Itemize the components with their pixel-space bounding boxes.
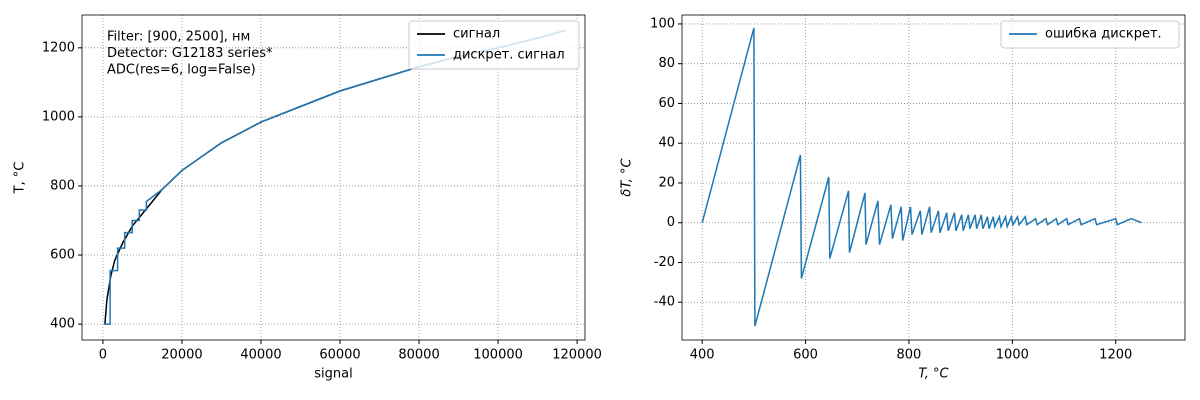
y-tick-label: -40 bbox=[654, 295, 675, 310]
y-tick-label: 400 bbox=[50, 317, 75, 332]
legend-label: сигнал bbox=[453, 27, 500, 42]
x-tick-label: 400 bbox=[690, 348, 715, 363]
x-tick-label: 20000 bbox=[161, 348, 202, 363]
y-axis-label: δT, °C bbox=[620, 157, 635, 196]
legend: ошибка дискрет. bbox=[1000, 20, 1180, 49]
y-tick-label: 40 bbox=[658, 136, 675, 151]
y-tick-label: 0 bbox=[667, 215, 675, 230]
y-tick-label: -20 bbox=[654, 255, 675, 270]
y-tick-label: 600 bbox=[50, 248, 75, 263]
legend-label: ошибка дискрет. bbox=[1045, 27, 1162, 42]
legend-frame bbox=[1000, 20, 1180, 49]
x-tick-label: 40000 bbox=[240, 348, 281, 363]
y-tick-label: 60 bbox=[658, 96, 675, 111]
legend: сигнал дискрет. сигнал bbox=[408, 20, 580, 70]
annotation: ADC(res=6, log=False) bbox=[107, 63, 256, 78]
legend-label: дискрет. сигнал bbox=[453, 48, 565, 63]
y-tick-label: 80 bbox=[658, 56, 675, 71]
plot-frame bbox=[681, 14, 1186, 341]
annotation: Filter: [900, 2500], нм bbox=[107, 30, 250, 45]
x-axis-label: T, °C bbox=[918, 367, 949, 382]
x-tick-label: 100000 bbox=[473, 348, 523, 363]
plot-frame bbox=[81, 14, 586, 341]
x-tick-label: 120000 bbox=[552, 348, 602, 363]
x-tick-label: 800 bbox=[897, 348, 922, 363]
x-tick-label: 600 bbox=[793, 348, 818, 363]
y-axis-label: T, °C bbox=[13, 162, 28, 195]
legend-frame bbox=[408, 20, 580, 70]
x-tick-label: 60000 bbox=[319, 348, 360, 363]
x-tick-label: 0 bbox=[99, 348, 107, 363]
y-tick-label: 20 bbox=[658, 175, 675, 190]
y-tick-label: 1000 bbox=[42, 109, 75, 124]
x-tick-label: 80000 bbox=[398, 348, 439, 363]
x-tick-label: 1200 bbox=[1099, 348, 1132, 363]
y-tick-label: 1200 bbox=[42, 40, 75, 55]
data-line bbox=[701, 27, 1142, 327]
x-axis-label: signal bbox=[314, 367, 352, 382]
x-tick-label: 1000 bbox=[996, 348, 1029, 363]
annotation: Detector: G12183 series* bbox=[107, 46, 273, 61]
y-tick-label: 100 bbox=[650, 16, 675, 31]
y-tick-label: 800 bbox=[50, 178, 75, 193]
